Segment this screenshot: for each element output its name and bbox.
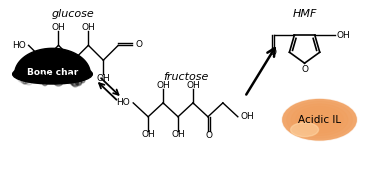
Text: O: O xyxy=(135,40,142,49)
Circle shape xyxy=(21,75,29,84)
Text: OH: OH xyxy=(171,130,185,139)
Circle shape xyxy=(47,73,53,78)
Ellipse shape xyxy=(291,123,319,137)
Circle shape xyxy=(58,75,64,81)
Text: OH: OH xyxy=(241,112,254,121)
Text: Bone char: Bone char xyxy=(27,68,78,77)
Circle shape xyxy=(81,79,85,83)
Circle shape xyxy=(57,70,61,75)
Circle shape xyxy=(25,78,33,85)
Circle shape xyxy=(61,76,65,81)
Text: HMF: HMF xyxy=(293,9,317,19)
Circle shape xyxy=(80,74,86,81)
Text: Acidic IL: Acidic IL xyxy=(298,115,341,125)
Circle shape xyxy=(27,77,32,83)
Circle shape xyxy=(34,74,42,82)
Text: OH: OH xyxy=(67,74,80,83)
Text: OH: OH xyxy=(186,80,200,90)
Text: OH: OH xyxy=(96,74,110,83)
Text: glucose: glucose xyxy=(52,9,95,19)
Ellipse shape xyxy=(296,106,344,133)
Circle shape xyxy=(28,76,34,82)
Ellipse shape xyxy=(287,101,352,138)
Text: OH: OH xyxy=(156,80,170,90)
Circle shape xyxy=(80,74,83,78)
Circle shape xyxy=(54,76,63,86)
Ellipse shape xyxy=(300,109,339,131)
Ellipse shape xyxy=(12,64,92,84)
Circle shape xyxy=(54,71,63,80)
Circle shape xyxy=(42,81,47,86)
Ellipse shape xyxy=(282,99,357,141)
Circle shape xyxy=(70,74,79,83)
Circle shape xyxy=(70,74,73,78)
Text: OH: OH xyxy=(82,23,95,32)
Text: O: O xyxy=(205,131,212,140)
Circle shape xyxy=(22,72,28,78)
Circle shape xyxy=(71,78,78,86)
Text: O: O xyxy=(301,65,308,74)
Text: O: O xyxy=(270,48,277,57)
Text: OH: OH xyxy=(141,130,155,139)
Circle shape xyxy=(18,76,24,82)
Circle shape xyxy=(33,75,37,79)
Text: OH: OH xyxy=(52,23,65,32)
Text: OH: OH xyxy=(37,74,50,83)
Circle shape xyxy=(29,72,35,78)
Circle shape xyxy=(73,72,82,80)
Text: HO: HO xyxy=(116,98,130,107)
Circle shape xyxy=(75,79,82,86)
Text: fructose: fructose xyxy=(163,72,208,82)
Text: OH: OH xyxy=(337,31,350,40)
Circle shape xyxy=(54,80,57,84)
Circle shape xyxy=(72,80,79,87)
Circle shape xyxy=(23,72,30,79)
Circle shape xyxy=(66,77,73,84)
Circle shape xyxy=(23,81,26,84)
Ellipse shape xyxy=(291,104,348,136)
Circle shape xyxy=(46,76,53,84)
Circle shape xyxy=(63,77,67,81)
Circle shape xyxy=(68,75,74,81)
Circle shape xyxy=(51,72,59,81)
Circle shape xyxy=(76,79,82,85)
Text: HO: HO xyxy=(12,41,26,50)
Polygon shape xyxy=(15,48,90,74)
Circle shape xyxy=(29,74,39,83)
Circle shape xyxy=(36,74,44,83)
Circle shape xyxy=(42,76,47,81)
Ellipse shape xyxy=(282,99,357,141)
Circle shape xyxy=(21,71,26,76)
Circle shape xyxy=(71,82,74,85)
Circle shape xyxy=(53,68,63,78)
